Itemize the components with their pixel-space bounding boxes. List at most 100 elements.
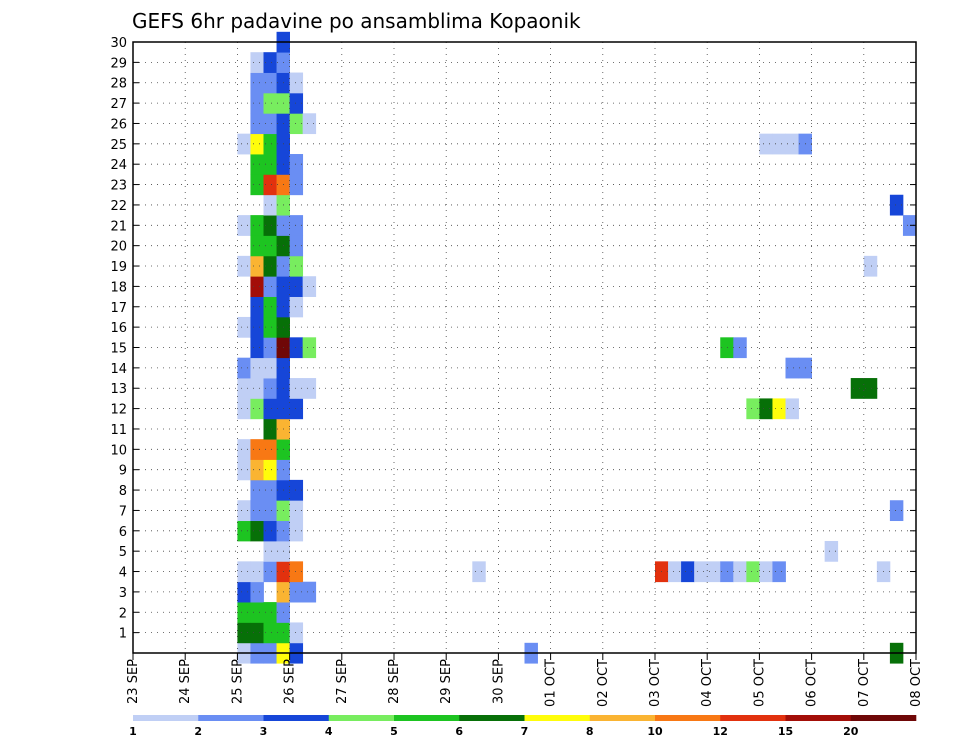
heatmap-cell	[250, 479, 264, 501]
legend-swatch	[133, 715, 199, 721]
heatmap-cell	[746, 561, 760, 583]
x-tick-label: 26 SEP	[283, 659, 298, 704]
legend-label: 12	[713, 725, 728, 738]
heatmap-cell	[237, 500, 251, 522]
heatmap-cell	[889, 194, 904, 216]
heatmap-cell	[694, 561, 708, 583]
heatmap-cell	[289, 113, 304, 135]
legend-swatch	[655, 715, 721, 721]
y-tick-label: 5	[119, 545, 127, 560]
y-tick-label: 27	[110, 97, 127, 112]
y-axis-ticks: 1234567891011121314151617181920212223242…	[110, 36, 916, 642]
heatmap-cell	[263, 296, 277, 318]
heatmap-cell	[237, 439, 251, 460]
heatmap-cell	[889, 500, 904, 522]
heatmap-cell	[759, 133, 773, 155]
heatmap-cell	[681, 561, 695, 583]
heatmap-cell	[263, 561, 277, 583]
legend-swatch	[850, 715, 917, 721]
heatmap-cell	[289, 92, 304, 114]
heatmap-cell	[289, 581, 304, 603]
y-tick-label: 25	[110, 138, 127, 153]
y-tick-label: 11	[110, 423, 127, 438]
legend-label: 5	[390, 725, 398, 738]
heatmap-cell	[250, 133, 264, 155]
heatmap-cell	[237, 581, 251, 603]
heatmap-cell	[289, 337, 304, 359]
chart-title: GEFS 6hr padavine po ansamblima Kopaonik	[132, 9, 581, 33]
heatmap-cell	[263, 479, 277, 501]
heatmap-cell	[250, 439, 264, 460]
heatmap-cell	[289, 276, 304, 297]
heatmap-cell	[237, 520, 251, 542]
y-tick-label: 17	[110, 301, 127, 316]
heatmap-cell	[302, 581, 317, 603]
legend-swatch	[589, 715, 656, 721]
y-tick-label: 3	[119, 586, 127, 601]
heatmap-cell	[289, 561, 304, 583]
heatmap-cell	[289, 255, 304, 277]
heatmap-cell	[250, 113, 264, 135]
heatmap-cell	[263, 520, 277, 542]
y-tick-label: 4	[119, 566, 127, 581]
y-tick-label: 8	[119, 484, 127, 499]
y-tick-label: 6	[119, 525, 127, 540]
heatmap-cell	[302, 378, 317, 399]
heatmap-cell	[250, 602, 264, 623]
y-tick-label: 26	[110, 117, 127, 132]
heatmap-cell	[289, 378, 304, 399]
heatmap-cell	[759, 398, 773, 420]
heatmap-cell	[772, 133, 786, 155]
y-tick-label: 2	[119, 606, 127, 621]
heatmap-cell	[263, 113, 277, 135]
legend-swatch	[720, 715, 786, 721]
legend-swatch	[198, 715, 264, 721]
legend-label: 2	[194, 725, 202, 738]
x-tick-label: 03 OCT	[648, 659, 663, 707]
heatmap-cell	[863, 378, 878, 399]
heatmap-cell	[250, 316, 264, 338]
y-tick-label: 14	[110, 362, 127, 377]
legend-swatch	[328, 715, 395, 721]
heatmap-cell	[720, 337, 734, 359]
heatmap-cell	[250, 235, 264, 257]
y-tick-label: 1	[119, 627, 127, 642]
heatmap-cell	[263, 602, 277, 623]
heatmap-cell	[302, 276, 317, 297]
y-tick-label: 21	[110, 219, 127, 234]
heatmap-cell	[263, 215, 277, 236]
heatmap-cell	[237, 398, 251, 420]
legend-swatch	[785, 715, 852, 721]
legend-label: 4	[325, 725, 333, 738]
heatmap-cell	[237, 133, 251, 155]
heatmap-cell	[289, 479, 304, 501]
x-tick-label: 01 OCT	[544, 659, 559, 707]
x-tick-label: 28 SEP	[387, 659, 402, 704]
heatmap-cell	[237, 316, 251, 338]
legend-label: 3	[260, 725, 268, 738]
heatmap-cell	[289, 215, 304, 236]
heatmap-cell	[263, 357, 277, 379]
heatmap-cell	[237, 459, 251, 481]
heatmap-cell	[263, 133, 277, 155]
heatmap-cell	[250, 174, 264, 196]
heatmap-cell	[250, 92, 264, 114]
x-tick-label: 23 SEP	[126, 659, 141, 704]
heatmap-cell	[733, 561, 747, 583]
heatmap-cell	[250, 520, 264, 542]
heatmap-cell	[237, 378, 251, 399]
heatmap-cell	[759, 561, 773, 583]
heatmap-cell	[250, 215, 264, 236]
legend-label: 15	[778, 725, 793, 738]
x-tick-label: 08 OCT	[909, 659, 924, 707]
y-tick-label: 19	[110, 260, 127, 275]
heatmap-cell	[263, 398, 277, 420]
x-tick-label: 27 SEP	[335, 659, 350, 704]
heatmap-cell	[250, 154, 264, 175]
y-tick-label: 7	[119, 504, 127, 519]
x-tick-label: 04 OCT	[700, 659, 715, 707]
y-tick-label: 20	[110, 240, 127, 255]
y-tick-label: 28	[110, 77, 127, 92]
y-tick-label: 10	[110, 443, 127, 458]
